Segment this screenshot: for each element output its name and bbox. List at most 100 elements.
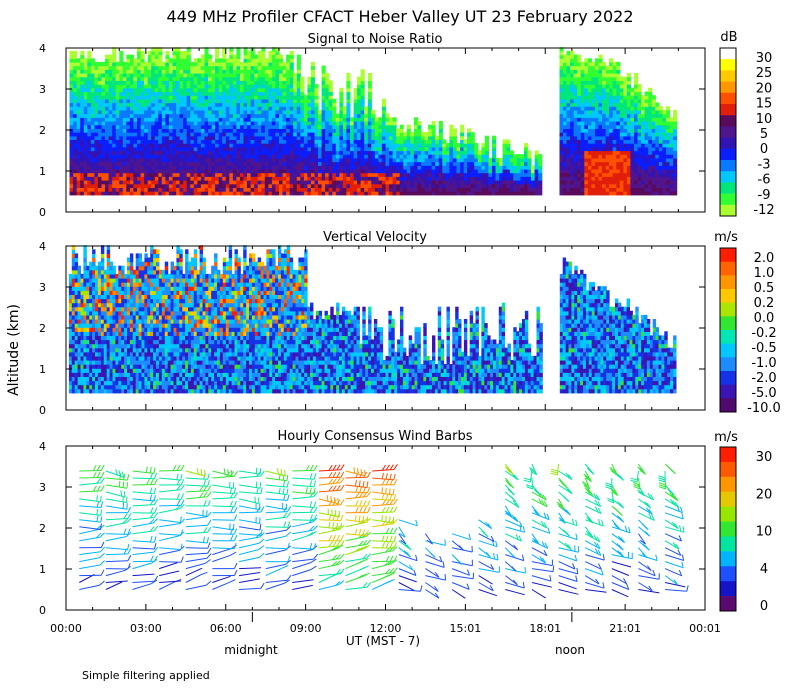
snr-cell xyxy=(80,87,85,93)
snr-cell xyxy=(634,135,639,140)
snr-cell xyxy=(559,132,564,137)
snr-cell xyxy=(147,124,152,129)
snr-cell xyxy=(371,180,376,185)
snr-cell xyxy=(80,109,85,115)
snr-cell xyxy=(204,73,209,78)
snr-cell xyxy=(516,168,521,174)
snr-cell xyxy=(626,102,631,107)
snr-cell xyxy=(307,168,312,174)
snr-cell xyxy=(595,113,600,118)
snr-cell xyxy=(332,121,337,126)
snr-cell xyxy=(609,157,614,163)
snr-cell xyxy=(584,58,589,63)
snr-cell xyxy=(666,161,671,166)
snr-cell xyxy=(619,168,624,174)
snr-cell xyxy=(190,128,195,133)
snr-cell xyxy=(161,187,166,192)
snr-cell xyxy=(367,150,372,155)
snr-cell xyxy=(115,61,120,67)
snr-cell xyxy=(211,109,216,115)
snr-cell xyxy=(367,91,372,96)
snr-cell xyxy=(410,183,415,188)
snr-cell xyxy=(595,65,600,70)
snr-cell xyxy=(399,154,404,159)
snr-cell xyxy=(87,65,92,70)
snr-cell xyxy=(197,165,202,170)
snr-cell xyxy=(115,65,120,70)
snr-cell xyxy=(119,84,124,89)
snr-cell xyxy=(673,135,678,140)
snr-cell xyxy=(94,84,99,89)
snr-cell xyxy=(563,139,568,144)
snr-cell xyxy=(69,50,74,56)
snr-cell xyxy=(307,76,312,81)
snr-cell xyxy=(641,124,646,129)
snr-cell xyxy=(140,113,145,118)
snr-cell xyxy=(438,154,443,159)
snr-cell xyxy=(133,146,138,152)
snr-cell xyxy=(389,180,394,185)
snr-cell xyxy=(144,128,149,133)
snr-cell xyxy=(392,124,397,129)
snr-cell xyxy=(137,91,142,96)
snr-cell xyxy=(364,168,369,174)
snr-cell xyxy=(399,132,404,137)
snr-cell xyxy=(641,176,646,181)
snr-cell xyxy=(598,150,603,155)
snr-cell xyxy=(296,165,301,170)
snr-cell xyxy=(357,180,362,185)
snr-cell xyxy=(229,121,234,126)
snr-cell xyxy=(190,154,195,159)
snr-cell xyxy=(268,143,273,148)
snr-cell xyxy=(438,187,443,192)
snr-cell xyxy=(151,172,156,177)
snr-cell xyxy=(133,69,138,74)
snr-cell xyxy=(435,180,440,185)
snr-cell xyxy=(211,106,216,111)
snr-cell xyxy=(257,61,262,67)
snr-cell xyxy=(229,135,234,140)
snr-cell xyxy=(321,80,326,85)
snr-cell xyxy=(193,58,198,63)
snr-cell xyxy=(293,84,298,89)
snr-cell xyxy=(286,106,291,111)
snr-cell xyxy=(257,98,262,104)
snr-cell xyxy=(428,183,433,188)
snr-cell xyxy=(602,109,607,115)
snr-cell xyxy=(598,154,603,159)
snr-cell xyxy=(619,161,624,166)
snr-cell xyxy=(445,180,450,185)
velocity-cell xyxy=(68,343,73,349)
snr-cell xyxy=(296,102,301,107)
snr-cell xyxy=(144,61,149,67)
snr-cell xyxy=(385,132,390,137)
snr-cell xyxy=(605,106,610,111)
snr-cell xyxy=(605,154,610,159)
snr-cell xyxy=(435,154,440,159)
snr-cell xyxy=(225,157,230,163)
snr-cell xyxy=(119,146,124,152)
snr-cell xyxy=(296,109,301,115)
snr-cell xyxy=(335,121,340,126)
snr-cell xyxy=(637,113,642,118)
snr-cell xyxy=(506,183,511,188)
snr-cell xyxy=(94,154,99,159)
snr-cell xyxy=(165,65,170,70)
snr-cell xyxy=(211,98,216,104)
snr-cell xyxy=(595,187,600,192)
snr-cell xyxy=(673,176,678,181)
snr-cell xyxy=(303,109,308,115)
snr-cell xyxy=(243,146,248,152)
snr-cell xyxy=(641,117,646,122)
snr-cell xyxy=(602,146,607,152)
snr-cell xyxy=(197,143,202,148)
snr-cell xyxy=(431,150,436,155)
snr-cell xyxy=(83,121,88,126)
snr-cell xyxy=(524,150,529,155)
snr-cell xyxy=(623,172,628,177)
snr-cell xyxy=(225,109,230,115)
snr-cell xyxy=(97,165,102,170)
snr-cell xyxy=(328,143,333,148)
snr-cell xyxy=(158,47,163,52)
snr-cell xyxy=(215,91,220,96)
